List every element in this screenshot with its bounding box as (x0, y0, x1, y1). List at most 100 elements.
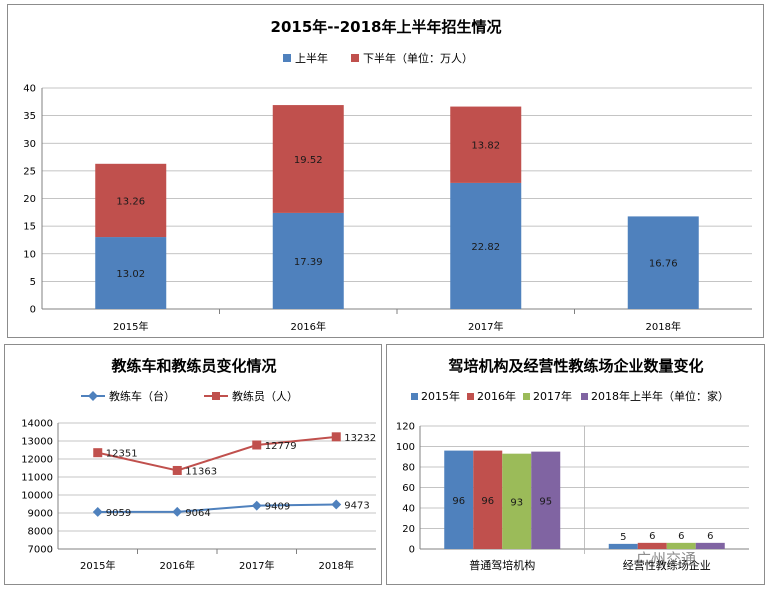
x-tick-label: 2017年 (468, 320, 503, 333)
bar (531, 451, 561, 549)
legend-label: 2018年上半年（单位：家） (591, 389, 729, 403)
coach-chart: 教练车和教练员变化情况 教练车（台） 教练员（人） 7000 8000 9000 10… (21, 357, 376, 572)
y-tick-label: 20 (402, 524, 415, 535)
bar-segment (450, 182, 522, 309)
legend-label-second-half: 下半年（单位：万人） (363, 51, 473, 65)
y-tick-label: 120 (396, 422, 415, 433)
legend: 上半年 下半年（单位：万人） (283, 51, 473, 65)
data-point (331, 499, 342, 510)
legend-swatch (581, 393, 588, 400)
x-tick-label: 2017年 (239, 559, 274, 572)
y-axis-ticks: 0 5 10 15 20 25 30 35 40 (23, 84, 36, 316)
data-point (251, 500, 262, 511)
data-label: 13.26 (116, 196, 145, 207)
y-tick-label: 14000 (21, 419, 53, 430)
y-tick-label: 60 (402, 483, 415, 494)
y-tick-label: 40 (402, 504, 415, 515)
data-label: 13232 (344, 433, 376, 444)
y-tick-label: 20 (23, 194, 36, 205)
y-tick-label: 7000 (28, 545, 53, 556)
x-tick-label: 2015年 (80, 559, 115, 572)
y-tick-label: 5 (30, 277, 36, 288)
chart-title: 2015年--2018年上半年招生情况 (271, 18, 502, 36)
data-label: 13.82 (471, 141, 500, 152)
y-tick-label: 15 (23, 222, 36, 233)
legend-label-first-half: 上半年 (295, 51, 328, 65)
x-tick-label: 2018年 (646, 320, 681, 333)
legend-swatch-second-half (351, 54, 359, 62)
x-tick-label: 普通驾培机构 (469, 558, 535, 572)
institution-chart-panel: 驾培机构及经营性教练场企业数量变化 2015年 2016年 2017年 2018年上半… (386, 344, 765, 585)
bar (473, 450, 503, 549)
data-label: 11363 (185, 466, 217, 477)
y-tick-label: 11000 (21, 473, 53, 484)
y-tick-label: 9000 (28, 509, 53, 520)
series-line (97, 503, 337, 513)
y-tick-label: 30 (23, 139, 36, 150)
data-point (172, 506, 183, 517)
y-tick-label: 100 (396, 442, 415, 453)
data-label: 9409 (265, 502, 290, 513)
chart-title: 教练车和教练员变化情况 (110, 357, 276, 375)
data-label: 22.82 (471, 242, 500, 253)
bar (695, 542, 725, 549)
data-label: 6 (678, 531, 684, 542)
data-label: 13.02 (116, 269, 145, 280)
y-tick-label: 12000 (21, 455, 53, 466)
x-tick-label: 2015年 (113, 320, 148, 333)
legend-label: 2016年 (477, 389, 516, 403)
bar-segment (272, 105, 344, 213)
x-axis-ticks: 普通驾培机构 经营性教练场企业 (469, 558, 711, 572)
y-tick-label: 8000 (28, 527, 53, 538)
legend: 2015年 2016年 2017年 2018年上半年（单位：家） (411, 389, 729, 403)
bar-segment (272, 212, 344, 309)
x-tick-label: 经营性教练场企业 (623, 558, 711, 572)
bars: 96 96 93 95 5 6 6 6 (444, 450, 725, 549)
legend-label-coaches: 教练员（人） (232, 389, 298, 403)
enrollment-chart: 2015年--2018年上半年招生情况 上半年 下半年（单位：万人） 0 5 10 1… (23, 18, 752, 333)
legend-label: 2015年 (421, 389, 460, 403)
legend: 教练车（台） 教练员（人） (81, 389, 298, 403)
x-tick-label: 2016年 (291, 320, 326, 333)
enrollment-chart-panel: 2015年--2018年上半年招生情况 上半年 下半年（单位：万人） 0 5 10 1… (7, 4, 764, 338)
institution-chart: 驾培机构及经营性教练场企业数量变化 2015年 2016年 2017年 2018年上半… (396, 357, 749, 572)
data-label: 19.52 (294, 155, 323, 166)
y-tick-label: 0 (30, 305, 36, 316)
bar (666, 542, 696, 549)
data-label: 93 (510, 497, 523, 508)
y-tick-label: 10 (23, 249, 36, 260)
data-point (252, 440, 262, 450)
data-point (172, 465, 182, 475)
x-axis-ticks: 2015年 2016年 2017年 2018年 (80, 559, 354, 572)
y-tick-label: 13000 (21, 437, 53, 448)
y-axis-ticks: 7000 8000 9000 10000 11000 12000 13000 14000 (21, 419, 53, 556)
data-label: 6 (707, 531, 713, 542)
bar (502, 453, 532, 549)
y-tick-label: 80 (402, 463, 415, 474)
data-label: 9064 (185, 508, 210, 519)
x-axis-ticks: 2015年 2016年 2017年 2018年 (113, 320, 681, 333)
data-point (93, 448, 103, 458)
chart-title: 驾培机构及经营性教练场企业数量变化 (448, 357, 703, 375)
data-label: 16.76 (649, 259, 678, 270)
legend-label-coach-cars: 教练车（台） (109, 389, 175, 403)
legend-swatch (411, 393, 418, 400)
series-line (97, 435, 337, 472)
y-axis-ticks: 0 20 40 60 80 100 120 (396, 422, 415, 556)
bars: 13.02 13.26 17.39 19.52 22.82 13.82 16.76 (95, 105, 699, 309)
data-label: 95 (539, 496, 552, 507)
legend-marker-coach-cars (88, 391, 98, 401)
coach-chart-panel: 教练车和教练员变化情况 教练车（台） 教练员（人） 7000 8000 9000 10… (4, 344, 382, 585)
data-label: 12351 (106, 449, 138, 460)
bar (608, 543, 638, 549)
legend-marker-coaches (212, 392, 220, 400)
data-point (331, 432, 341, 442)
y-tick-label: 35 (23, 111, 36, 122)
data-label: 12779 (265, 441, 297, 452)
bar (637, 542, 667, 549)
bar-segment (450, 106, 522, 183)
data-point (92, 506, 103, 517)
y-tick-label: 0 (409, 545, 415, 556)
legend-swatch (467, 393, 474, 400)
legend-swatch (523, 393, 530, 400)
